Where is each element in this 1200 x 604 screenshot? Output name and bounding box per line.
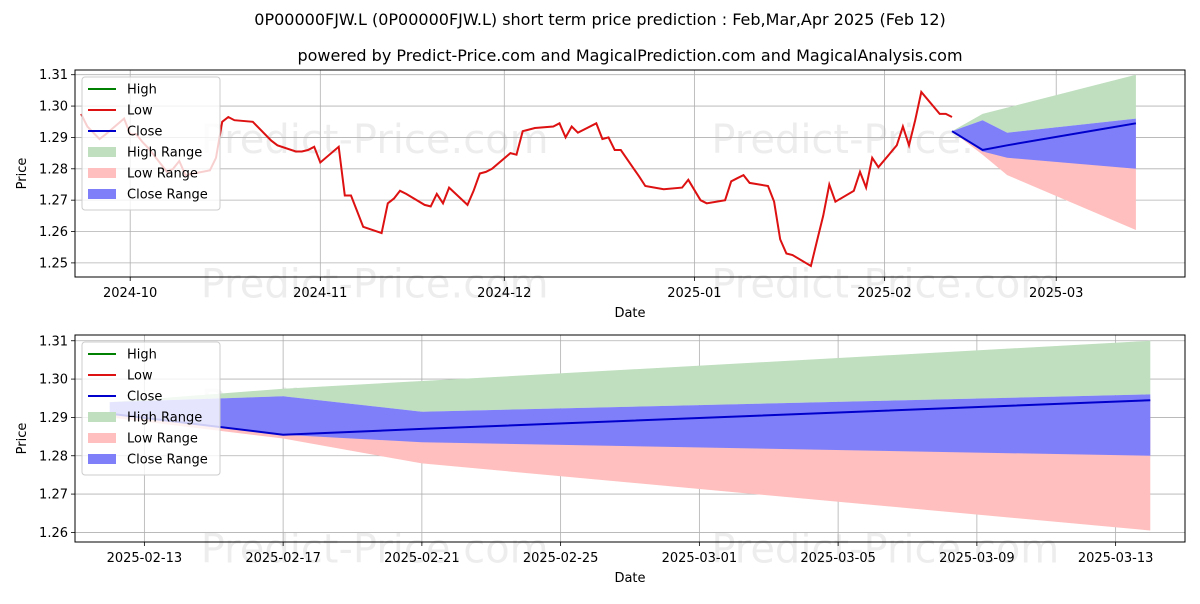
plot-panel-1: Predict-Price.com Predict-Price.com Predic…: [15, 68, 1186, 321]
y-axis-label: Price: [15, 158, 30, 190]
x-tick-label: 2025-03-09: [939, 551, 1015, 566]
y-tick-label: 1.31: [39, 334, 68, 349]
legend-label: High Range: [127, 146, 202, 161]
y-tick-label: 1.25: [39, 256, 68, 271]
legend-label: Close Range: [127, 188, 208, 203]
legend-swatch-patch: [88, 433, 116, 443]
high-range-band: [952, 74, 1136, 133]
plot-series-2: [109, 340, 1151, 531]
legend-label: High: [127, 348, 157, 363]
close-series-line: [951, 122, 1137, 152]
legend-label: Close: [127, 125, 162, 140]
x-tick-label: 2025-02-17: [245, 551, 321, 566]
x-tick-label: 2025-03-05: [800, 551, 876, 566]
y-tick-label: 1.28: [39, 162, 68, 177]
legend-label: High Range: [127, 411, 202, 426]
x-tick-label: 2025-03-01: [662, 551, 738, 566]
y-tick-label: 1.27: [39, 488, 68, 503]
high-range-band: [109, 340, 1151, 412]
chart-legend: High Low Close High Range Low Range Close Ran…: [81, 341, 221, 476]
y-tick-label: 1.30: [39, 373, 68, 388]
legend-swatch-patch: [88, 454, 116, 464]
x-tick-label: 2025-03: [1029, 286, 1083, 301]
x-tick-label: 2025-02-25: [523, 551, 599, 566]
low-series-line: [80, 89, 953, 268]
legend-label: Close: [127, 390, 162, 405]
x-axis-label: Date: [614, 306, 645, 321]
y-tick-label: 1.30: [39, 100, 68, 115]
watermark-text: Predict-Price.com: [201, 262, 549, 308]
legend-swatch-patch: [88, 168, 116, 178]
y-tick-label: 1.26: [39, 526, 68, 541]
chart-subtitle: powered by Predict-Price.com and Magical…: [297, 46, 962, 65]
x-axis-label: Date: [614, 571, 645, 586]
x-tick-label: 2025-02-21: [384, 551, 460, 566]
legend-label: Low Range: [127, 432, 198, 447]
y-tick-label: 1.27: [39, 194, 68, 209]
legend-label: Low: [127, 369, 153, 384]
watermark-text: Predict-Price.com: [201, 527, 549, 573]
x-tick-label: 2025-02-13: [107, 551, 183, 566]
x-tick-label: 2024-10: [103, 286, 157, 301]
watermark-text: Predict-Price.com: [711, 527, 1059, 573]
x-tick-label: 2025-03-13: [1078, 551, 1154, 566]
x-tick-label: 2024-12: [477, 286, 531, 301]
watermark-text: Predict-Price.com: [201, 117, 549, 163]
plot-frame: [74, 69, 1186, 278]
legend-label: Low Range: [127, 167, 198, 182]
legend-swatch-patch: [88, 189, 116, 199]
y-axis-label: Price: [15, 423, 30, 455]
y-tick-label: 1.26: [39, 225, 68, 240]
chart-title: 0P00000FJW.L (0P00000FJW.L) short term p…: [254, 10, 945, 29]
y-tick-label: 1.29: [39, 131, 68, 146]
chart-legend: High Low Close High Range Low Range Close Ran…: [81, 76, 221, 211]
y-tick-label: 1.28: [39, 449, 68, 464]
legend-box: [81, 76, 221, 211]
legend-swatch-patch: [88, 412, 116, 422]
legend-swatch-patch: [88, 147, 116, 157]
x-tick-label: 2025-01: [667, 286, 721, 301]
legend-label: Close Range: [127, 453, 208, 468]
plot-series-1: [80, 74, 1137, 268]
legend-label: High: [127, 83, 157, 98]
plot-frame: [74, 334, 1186, 543]
y-tick-label: 1.29: [39, 411, 68, 426]
legend-box: [81, 341, 221, 476]
watermark-text: Predict-Price.com: [711, 262, 1059, 308]
x-tick-label: 2024-11: [293, 286, 347, 301]
x-tick-label: 2025-02: [857, 286, 911, 301]
y-tick-label: 1.31: [39, 68, 68, 83]
plot-panel-2: Predict-Price.comPredict-Price.comPredic…: [15, 334, 1186, 586]
legend-label: Low: [127, 104, 153, 119]
